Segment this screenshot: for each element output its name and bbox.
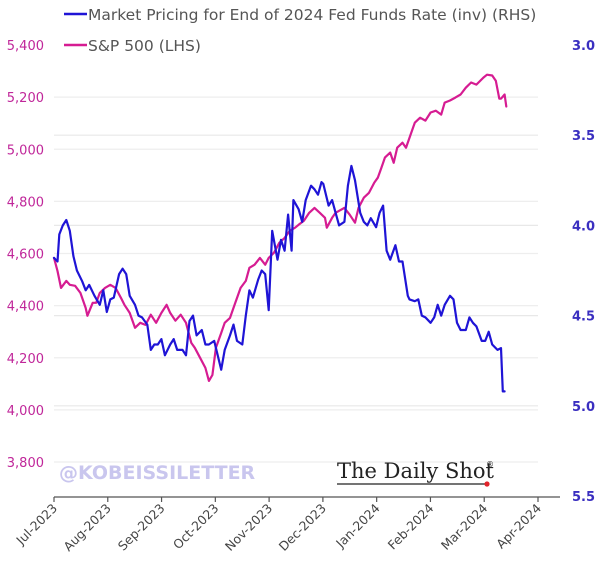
right-tick-label: 4.0 xyxy=(572,219,595,234)
x-tick-label: Oct-2023 xyxy=(170,501,222,553)
left-tick-label: 5,000 xyxy=(7,143,44,158)
series-line-sp500 xyxy=(52,73,508,382)
legend-label-fed-funds: Market Pricing for End of 2024 Fed Funds… xyxy=(88,6,536,24)
right-tick-label: 3.5 xyxy=(572,129,595,144)
left-tick-label: 4,600 xyxy=(7,248,44,263)
left-tick-label: 5,200 xyxy=(7,91,44,106)
x-tick-label: Dec-2023 xyxy=(276,501,329,554)
legend: Market Pricing for End of 2024 Fed Funds… xyxy=(64,6,536,55)
watermark-kobeissi: @KOBEISSILETTER xyxy=(59,462,256,484)
watermark-daily-shot-mark: ® xyxy=(486,460,494,469)
watermark-daily-shot: The Daily Shot xyxy=(337,459,495,483)
right-tick-label: 5.5 xyxy=(572,490,595,505)
x-tick-label: Aug-2023 xyxy=(60,501,114,555)
gridlines xyxy=(54,96,538,463)
x-tick-label: Sep-2023 xyxy=(115,501,168,554)
right-tick-label: 5.0 xyxy=(572,400,595,415)
left-tick-label: 5,400 xyxy=(7,39,44,54)
left-tick-label: 4,000 xyxy=(7,404,44,419)
right-tick-label: 3.0 xyxy=(572,39,595,54)
x-tick-label: Jul-2023 xyxy=(12,501,60,549)
legend-label-sp500: S&P 500 (LHS) xyxy=(88,37,201,55)
x-axis: Jul-2023 Aug-2023 Sep-2023 Oct-2023 Nov-2023… xyxy=(12,496,560,555)
x-tick-label: Mar-2024 xyxy=(438,500,490,552)
watermarks: @KOBEISSILETTER The Daily Shot ® xyxy=(59,459,495,487)
x-tick-label: Jan-2024 xyxy=(332,500,383,551)
left-tick-label: 4,200 xyxy=(7,352,44,367)
left-tick-label: 3,800 xyxy=(7,456,44,471)
left-tick-label: 4,800 xyxy=(7,195,44,210)
right-tick-label: 4.5 xyxy=(572,310,595,325)
left-axis-ticks: 5,400 5,200 5,000 4,800 4,600 4,400 4,200 4,000… xyxy=(7,39,44,471)
left-tick-label: 4,400 xyxy=(7,300,44,315)
series-lines xyxy=(52,73,508,393)
x-tick-label: Nov-2023 xyxy=(222,501,275,554)
series-line-fed-funds xyxy=(52,164,506,393)
watermark-daily-shot-dot xyxy=(484,481,490,487)
x-tick-label: Apr-2024 xyxy=(493,500,544,551)
right-axis-ticks: 3.0 3.5 4.0 4.5 5.0 5.5 xyxy=(572,39,595,505)
x-tick-label: Feb-2024 xyxy=(385,500,437,552)
